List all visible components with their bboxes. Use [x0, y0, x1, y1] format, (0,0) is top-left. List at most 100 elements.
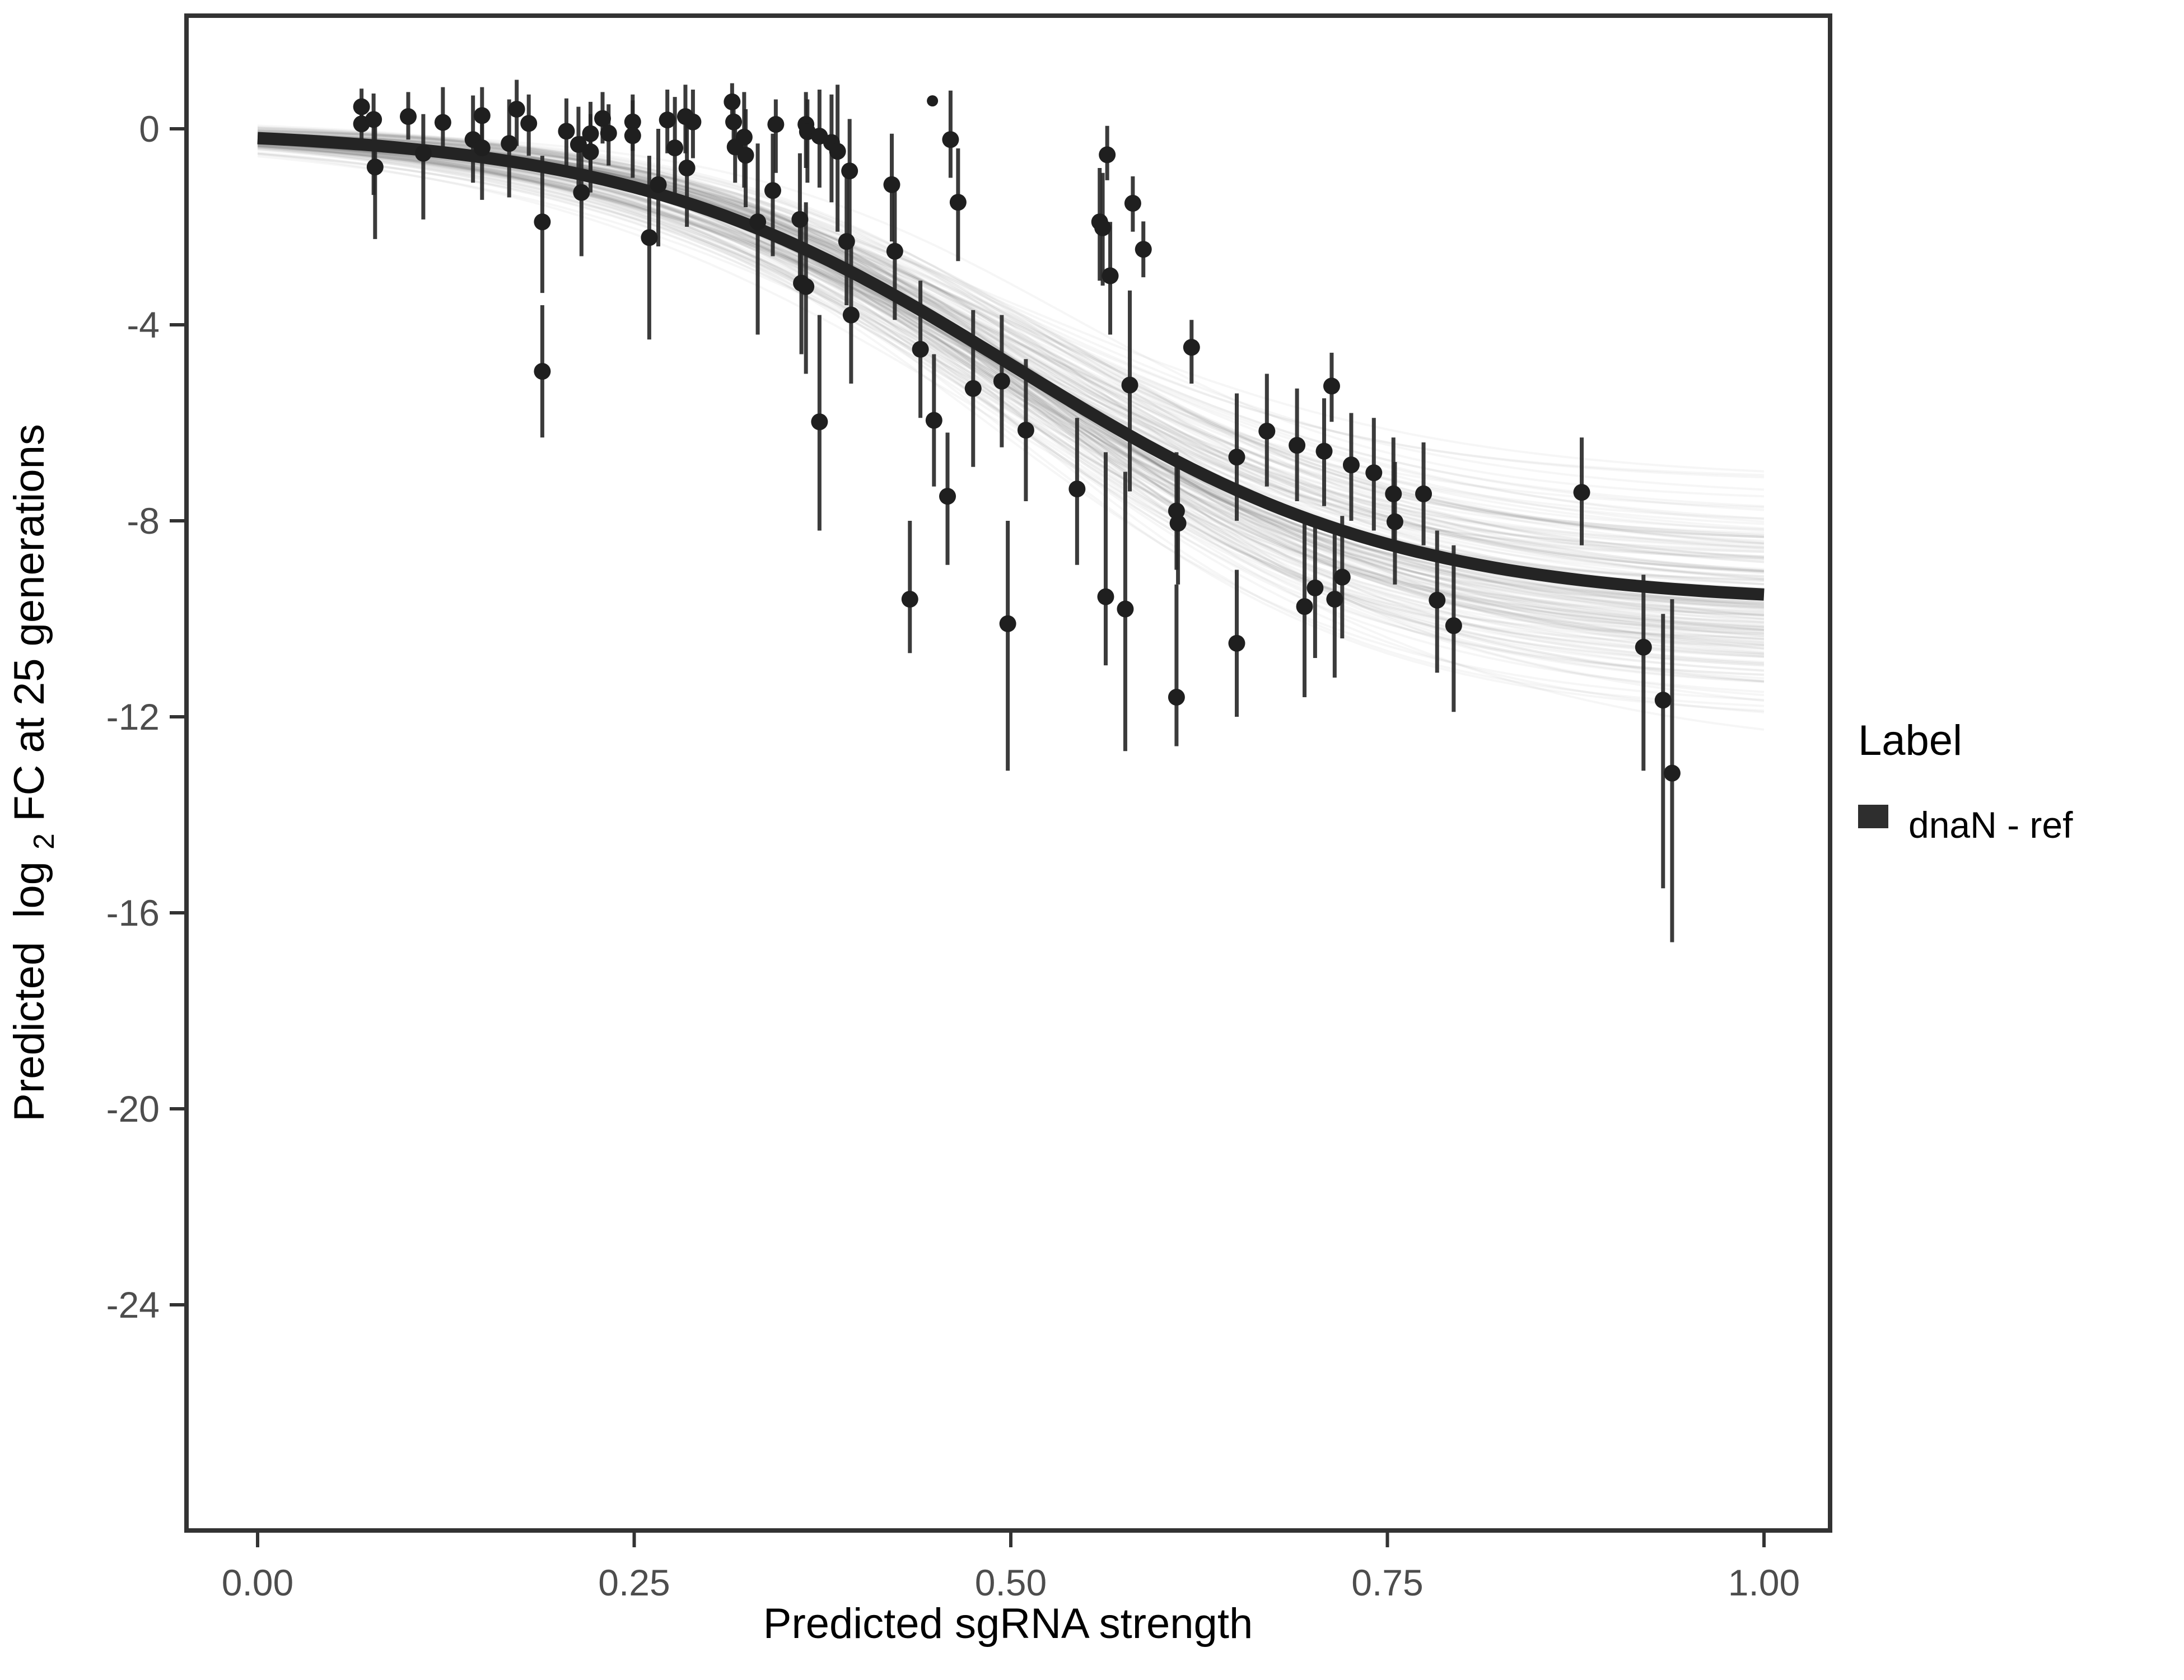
y-axis-title-prefix: Predicted log	[6, 861, 53, 1122]
data-point	[594, 110, 612, 127]
data-point	[912, 340, 929, 358]
data-point	[964, 380, 982, 397]
data-point	[1445, 617, 1462, 634]
data-point	[1415, 485, 1432, 502]
y-axis-ticks: 0 -4 -8 -12 -16 -20 -24	[106, 108, 184, 1326]
data-point	[1365, 464, 1383, 482]
data-point	[1094, 219, 1112, 236]
x-tick-label: 0.75	[1351, 1562, 1423, 1603]
data-point	[1135, 241, 1152, 258]
legend-item-label: dnaN - ref	[1908, 804, 2073, 846]
data-point	[764, 182, 781, 199]
data-point	[473, 107, 491, 124]
data-point	[1323, 377, 1340, 395]
data-point	[414, 144, 432, 162]
data-point	[939, 488, 956, 505]
data-point	[573, 184, 590, 201]
data-point	[582, 125, 599, 142]
data-point	[678, 160, 696, 176]
data-point	[724, 93, 741, 110]
y-tick-label: -4	[127, 304, 160, 346]
data-point	[400, 108, 417, 125]
data-point	[1315, 442, 1333, 460]
data-point	[1342, 456, 1360, 474]
data-point	[1296, 598, 1313, 615]
data-point	[1654, 692, 1672, 709]
data-point	[925, 412, 942, 429]
data-point	[666, 139, 684, 157]
legend-key-swatch	[1858, 805, 1888, 828]
x-axis-title: Predicted sgRNA strength	[763, 1600, 1253, 1648]
panel-background	[186, 16, 1830, 1530]
data-point	[1102, 267, 1119, 284]
data-point	[811, 413, 828, 431]
data-point	[434, 114, 451, 131]
data-point	[842, 306, 860, 324]
y-tick-label: 0	[139, 108, 160, 150]
data-point	[1097, 588, 1114, 605]
y-tick-label: -12	[106, 696, 160, 738]
data-point	[1385, 485, 1402, 502]
x-tick-label: 0.00	[222, 1562, 293, 1603]
data-point	[797, 278, 815, 295]
y-tick-label: -16	[106, 892, 160, 934]
data-point	[365, 111, 382, 128]
data-point	[1168, 502, 1185, 520]
data-point	[838, 233, 855, 250]
data-point	[901, 591, 918, 608]
y-tick-label: -20	[106, 1088, 160, 1130]
data-point	[582, 143, 599, 161]
legend-title: Label	[1858, 717, 1962, 764]
data-point	[684, 113, 702, 130]
mean-curve-line	[257, 132, 1765, 601]
data-point	[841, 162, 858, 180]
data-point	[927, 95, 939, 107]
data-point	[767, 116, 785, 133]
data-point	[886, 242, 903, 260]
data-point	[993, 372, 1010, 390]
data-point	[1117, 600, 1134, 618]
data-point	[1099, 146, 1116, 164]
data-point	[534, 213, 551, 231]
y-tick-label: -8	[127, 500, 160, 542]
data-point	[1169, 515, 1187, 532]
y-axis-title: Predicted log 2 FC at 25 generations	[6, 424, 63, 1122]
y-tick-label: -24	[106, 1284, 160, 1326]
data-point	[473, 139, 491, 157]
data-point	[600, 124, 617, 142]
data-point	[1386, 513, 1403, 530]
data-point	[501, 135, 518, 152]
data-point	[558, 123, 575, 140]
data-point	[1306, 579, 1324, 596]
mean-curve-layer	[257, 132, 1765, 601]
data-point	[508, 101, 525, 118]
data-point	[520, 115, 538, 132]
data-point	[942, 131, 959, 148]
legend: Label dnaN - ref	[1858, 717, 2073, 846]
data-point	[999, 615, 1016, 632]
data-point	[1333, 568, 1351, 586]
data-point	[1017, 422, 1034, 439]
panel-border	[184, 13, 1832, 1533]
data-point	[659, 111, 676, 129]
data-point	[1124, 195, 1141, 212]
data-point	[1228, 634, 1245, 652]
data-point	[737, 147, 754, 164]
data-point	[624, 127, 641, 144]
data-point	[791, 211, 809, 228]
data-point	[624, 113, 641, 130]
data-point	[353, 98, 370, 115]
data-point	[883, 176, 900, 193]
data-point	[1429, 591, 1446, 609]
data-point	[534, 363, 551, 380]
data-point	[725, 113, 743, 130]
data-point	[1326, 591, 1343, 608]
data-points-layer	[353, 93, 1681, 782]
y-axis-title-suffix: FC at 25 generations	[6, 424, 53, 822]
data-point	[949, 194, 967, 211]
data-point	[1121, 376, 1138, 394]
data-point	[650, 176, 667, 193]
data-point	[1635, 638, 1652, 656]
